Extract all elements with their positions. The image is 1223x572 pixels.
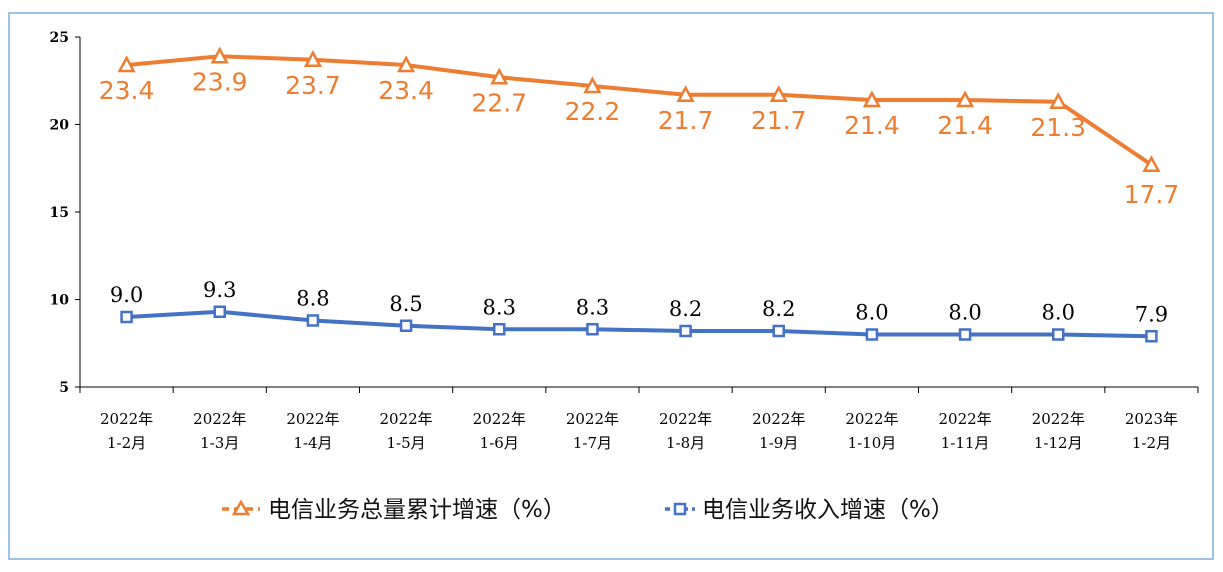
x-tick-label-year: 2022年 [566,410,619,428]
data-label-revenue: 8.5 [389,292,422,316]
data-label-revenue: 8.3 [576,295,609,319]
data-point-square [1052,328,1065,341]
legend-label-revenue: 电信业务收入增速（%） [702,497,954,523]
series-line-revenue [126,309,1152,339]
data-point-triangle [676,85,695,102]
x-tick-label-period: 1-11月 [941,434,990,452]
data-label-total-volume: 21.4 [937,111,993,140]
data-point-square [865,328,879,341]
data-label-revenue: 8.2 [669,297,702,321]
data-label-total-volume: 21.7 [751,106,807,135]
data-point-triangle [303,50,323,67]
y-tick-label: 15 [50,205,69,221]
data-label-revenue: 9.3 [203,278,236,302]
data-label-total-volume: 23.4 [99,76,155,105]
data-label-total-volume: 21.7 [658,106,714,135]
data-point-triangle [1049,92,1068,109]
data-label-revenue: 8.0 [948,301,981,325]
data-label-revenue: 7.9 [1135,302,1168,326]
x-tick-label-period: 1-12月 [1034,434,1083,452]
x-tick-label-year: 2022年 [752,410,805,428]
y-tick-label: 20 [50,118,70,134]
x-tick-label-period: 1-5月 [387,434,426,452]
x-tick-label-year: 2023年 [1125,410,1178,428]
data-point-triangle [210,46,229,64]
data-label-total-volume: 23.9 [192,67,248,96]
x-tick-label-period: 1-2月 [107,434,146,452]
x-tick-label-year: 2022年 [473,410,526,428]
data-point-triangle [769,85,788,102]
data-point-triangle [117,55,136,73]
data-label-total-volume: 21.3 [1030,113,1086,142]
x-tick-label-period: 1-3月 [200,434,239,452]
data-label-revenue: 8.0 [855,301,888,325]
data-point-square [493,323,506,336]
data-point-square [306,314,320,327]
x-tick-label-year: 2022年 [1032,410,1085,428]
legend-marker-triangle [231,499,251,516]
data-label-total-volume: 21.4 [844,111,900,140]
data-label-revenue: 8.0 [1042,301,1075,325]
x-tick-label-year: 2022年 [286,410,339,428]
data-label-total-volume: 23.4 [378,76,434,105]
data-point-square [586,323,599,336]
data-point-square [1145,330,1158,343]
x-tick-label-period: 1-2月 [1132,434,1171,452]
x-tick-label-period: 1-8月 [666,434,705,452]
x-tick-label-year: 2022年 [938,410,991,428]
data-point-square [213,305,226,318]
x-tick-label-year: 2022年 [193,410,246,428]
data-point-triangle [955,90,975,108]
x-tick-label-period: 1-4月 [293,434,332,452]
data-point-square [772,324,785,338]
data-label-total-volume: 23.7 [285,71,341,100]
x-tick-label-period: 1-10月 [848,434,897,452]
line-chart: 5 10 15 20 25 2022年 1-2月 2022年 1-3月 2022年 1-4月 2022… [50,30,1199,523]
data-label-revenue: 8.3 [483,295,516,319]
x-tick-label-period: 1-9月 [759,434,798,452]
x-tick-label-year: 2022年 [845,410,898,428]
data-point-square [399,319,413,332]
legend-marker-square [673,502,687,516]
legend-label-total-volume: 电信业务总量累计增速（%） [268,497,566,523]
x-tick-label-period: 1-6月 [480,434,519,452]
data-point-square [679,324,692,338]
data-label-total-volume: 22.2 [565,97,621,126]
data-label-revenue: 9.0 [110,283,143,307]
series-line-total-volume [126,54,1153,167]
data-point-triangle [862,90,882,108]
data-point-triangle [396,55,416,73]
data-label-revenue: 8.8 [296,287,329,311]
x-tick-label-period: 1-7月 [573,434,612,452]
data-label-total-volume: 17.7 [1124,180,1180,209]
x-tick-label-year: 2022年 [379,410,432,428]
data-point-triangle [583,76,602,94]
chart-frame: 5 10 15 20 25 2022年 1-2月 2022年 1-3月 2022年 1-4月 2022… [8,12,1214,560]
data-point-square [958,328,972,341]
data-point-triangle [490,67,509,85]
data-label-revenue: 8.2 [762,297,795,321]
y-tick-label: 10 [50,293,70,309]
data-point-square [120,310,133,324]
x-tick-label-year: 2022年 [100,410,153,428]
data-point-triangle [1142,155,1161,172]
y-tick-label: 25 [50,30,69,46]
y-tick-label: 5 [59,380,69,396]
data-label-total-volume: 22.7 [471,88,527,117]
x-tick-label-year: 2022年 [659,410,712,428]
